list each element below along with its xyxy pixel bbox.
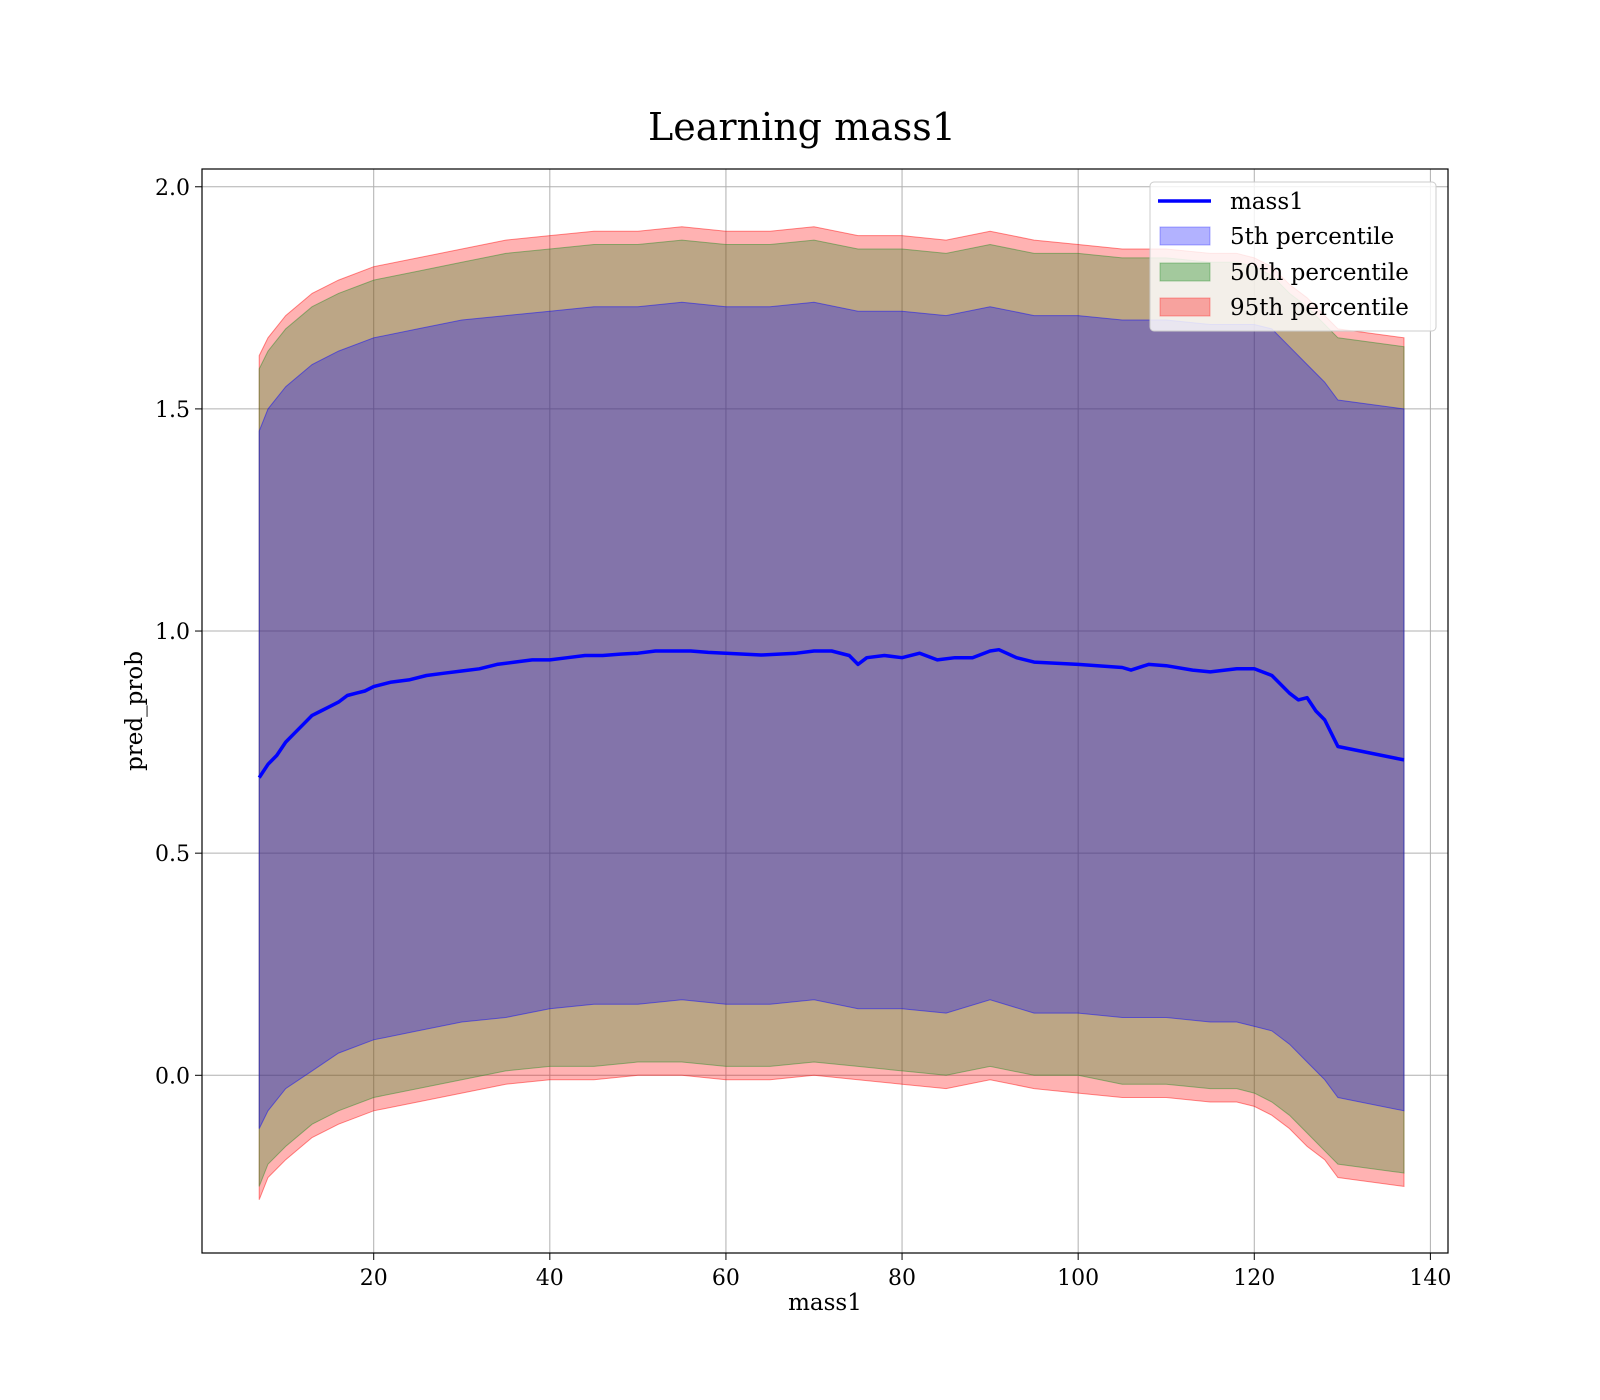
series-line-mass1	[257, 647, 1405, 779]
y-tick-label: 2.0	[155, 176, 190, 201]
band-50th-percentile	[258, 239, 1405, 1187]
line-layer	[257, 647, 1405, 779]
chart-title: Learning mass1	[648, 105, 956, 149]
x-tick-label: 20	[360, 1266, 388, 1291]
legend-swatch-5th-percentile	[1159, 226, 1211, 246]
legend: mass1 5th percentile 50th percentile 95t…	[1149, 181, 1437, 332]
x-tick-label: 120	[1233, 1266, 1275, 1291]
y-axis-ticks: 0.0 0.5 1.0 1.5 2.0	[155, 176, 202, 1089]
band-5th-percentile	[258, 301, 1405, 1129]
legend-swatch-95th-percentile	[1159, 297, 1211, 317]
legend-label-mass1: mass1	[1230, 189, 1304, 215]
legend-swatch-50th-percentile	[1159, 262, 1211, 282]
band-95th-percentile	[258, 226, 1405, 1200]
x-axis-label: mass1	[788, 1290, 862, 1316]
legend-label-5th-percentile: 5th percentile	[1230, 224, 1394, 250]
plot-frame	[201, 168, 1449, 1254]
y-tick-label: 1.5	[155, 398, 190, 423]
grid-layer	[202, 169, 1448, 1253]
y-tick-label: 0.0	[155, 1064, 190, 1089]
y-tick-label: 1.0	[155, 620, 190, 645]
x-tick-label: 140	[1409, 1266, 1451, 1291]
y-axis-label: pred_prob	[122, 651, 148, 771]
band-layer	[258, 226, 1405, 1200]
legend-box	[1149, 181, 1437, 332]
legend-label-50th-percentile: 50th percentile	[1230, 260, 1409, 286]
x-tick-label: 40	[536, 1266, 564, 1291]
legend-label-95th-percentile: 95th percentile	[1230, 295, 1409, 321]
x-axis-ticks: 20 40 60 80 100 120 140	[360, 1253, 1451, 1291]
x-tick-label: 80	[888, 1266, 916, 1291]
y-tick-label: 0.5	[155, 842, 190, 867]
x-tick-label: 100	[1057, 1266, 1099, 1291]
x-tick-label: 60	[712, 1266, 740, 1291]
